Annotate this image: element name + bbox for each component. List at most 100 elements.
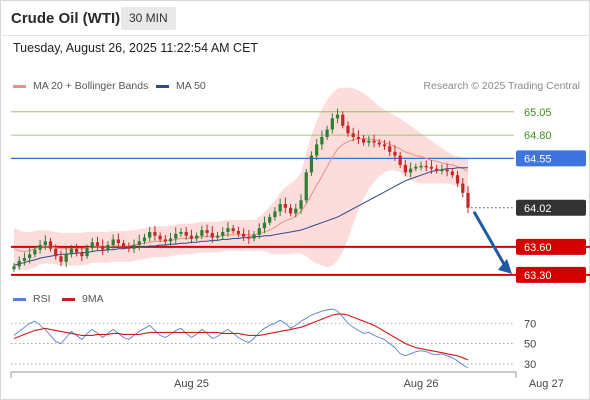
candle-body xyxy=(90,242,94,248)
candle-body xyxy=(419,165,423,168)
candle-body xyxy=(356,136,361,139)
candle-body xyxy=(215,235,220,238)
candle-body xyxy=(241,233,246,237)
candle-body xyxy=(382,144,387,147)
candle-body xyxy=(69,248,74,255)
candle-body xyxy=(278,204,282,212)
timestamp: Tuesday, August 26, 2025 11:22:54 AM CET xyxy=(13,41,259,55)
timeframe-badge[interactable]: 30 MIN xyxy=(121,7,176,30)
legend-swatch xyxy=(156,84,169,88)
price-tag-63.60 xyxy=(516,238,586,255)
candle-body xyxy=(299,200,303,209)
candle-body xyxy=(408,168,413,173)
candle-body xyxy=(43,241,47,246)
ma50-line xyxy=(13,167,468,266)
price-tag-label: 63.60 xyxy=(524,242,552,254)
bollinger-band xyxy=(14,87,468,271)
candle-body xyxy=(252,234,256,239)
candle-body xyxy=(403,164,407,173)
candle-body xyxy=(247,236,251,239)
candle-body xyxy=(163,239,167,242)
candle-body xyxy=(195,235,199,239)
candle-body xyxy=(455,175,460,184)
candle-body xyxy=(257,228,261,235)
forecast-arrow-head xyxy=(498,258,512,274)
candle-body xyxy=(38,245,42,250)
bollinger-band-area xyxy=(14,87,468,271)
candle-body xyxy=(205,230,209,233)
candle-body xyxy=(184,231,188,236)
legend-item-ma50: MA 50 xyxy=(156,80,206,92)
candle-body xyxy=(101,245,105,250)
time-axis: Aug 25 Aug 26 Aug 27 xyxy=(10,371,564,390)
candle-body xyxy=(210,232,214,238)
candle-body xyxy=(174,233,178,239)
candle-body xyxy=(377,142,381,145)
candle-body xyxy=(231,228,235,232)
candle-body xyxy=(179,231,183,234)
price-tags: 65.05 64.80 64.55 64.02 63.60 63.30 xyxy=(516,107,586,283)
candle-body xyxy=(346,125,350,134)
candle-body xyxy=(168,238,173,242)
legend-swatch xyxy=(13,297,26,301)
candle-body xyxy=(148,231,152,238)
price-tag-63.30 xyxy=(516,266,586,283)
candle-body xyxy=(398,155,402,165)
x-tick-label: Aug 27 xyxy=(529,378,564,390)
legend-label: RSI xyxy=(33,293,51,305)
candle-body xyxy=(85,247,89,257)
research-credit: Research © 2025 Trading Central xyxy=(423,80,580,92)
legend-item-rsi-9ma: 9MA xyxy=(62,293,104,305)
rsi-panel: 30 50 70 xyxy=(11,308,536,371)
price-tag-64.02 xyxy=(516,199,586,216)
legend-item-rsi: RSI xyxy=(13,293,51,305)
candle-body xyxy=(294,208,298,214)
x-tick-label: Aug 25 xyxy=(174,378,209,390)
candle-body xyxy=(226,228,230,232)
legend-label: MA 20 + Bollinger Bands xyxy=(33,80,149,92)
candle-body xyxy=(75,248,79,253)
instrument-title: Crude Oil (WTI) xyxy=(11,10,121,27)
price-tag-64.55 xyxy=(516,150,586,167)
legend-label: MA 50 xyxy=(176,80,206,92)
candle-body xyxy=(158,235,162,240)
candle-body xyxy=(435,168,439,171)
candle-body xyxy=(142,237,147,242)
candle-body xyxy=(315,144,319,156)
candle-body xyxy=(461,183,465,193)
legend-swatch xyxy=(62,297,75,301)
price-level-label: 64.80 xyxy=(524,130,552,142)
candle-body xyxy=(111,239,115,246)
rsi-tick-label: 50 xyxy=(524,339,536,351)
candle-body xyxy=(351,133,355,137)
candle-body xyxy=(127,246,131,249)
candle-body xyxy=(372,140,376,143)
candle-body xyxy=(367,140,371,143)
ma20-line xyxy=(13,138,469,253)
candle-body xyxy=(288,207,293,214)
candle-body xyxy=(309,155,314,173)
candle-body xyxy=(106,245,110,250)
candle-body xyxy=(95,242,100,246)
candle-body xyxy=(189,235,194,239)
candle-body xyxy=(48,241,53,249)
rsi-9ma-line xyxy=(13,313,469,361)
forecast-arrow xyxy=(472,211,512,274)
candle-body xyxy=(22,258,27,261)
candle-body xyxy=(268,217,272,223)
chart-header: Crude Oil (WTI) 30 MIN xyxy=(0,0,590,36)
price-tag-label: 63.30 xyxy=(524,270,552,282)
candle-body xyxy=(153,231,157,236)
candles xyxy=(12,108,470,272)
rsi-tick-label: 30 xyxy=(524,359,536,371)
candle-body xyxy=(236,231,241,234)
price-level-label: 65.05 xyxy=(524,107,552,119)
candle-body xyxy=(466,192,470,208)
candle-body xyxy=(221,231,225,236)
moving-averages xyxy=(13,138,469,266)
candle-body xyxy=(28,254,32,259)
x-tick-label: Aug 26 xyxy=(404,378,439,390)
legend-swatch xyxy=(13,84,26,88)
candle-body xyxy=(273,211,277,218)
